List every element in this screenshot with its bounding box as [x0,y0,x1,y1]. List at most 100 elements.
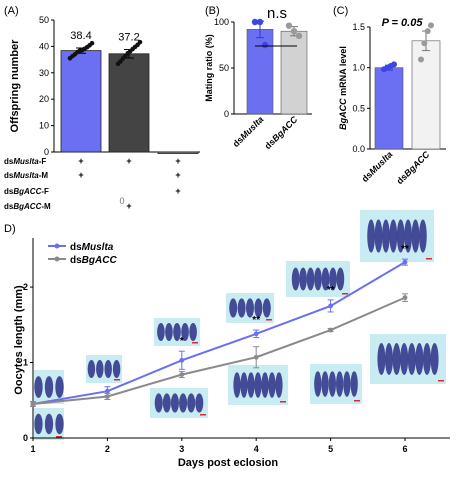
panel-c-point [391,61,397,68]
panel-a-point [89,40,95,46]
panel-a-zero-label: 0 [119,196,124,206]
panel-b-x-tick-label: dsBgACC [263,114,300,151]
oocyte-micrograph-inset [310,364,362,404]
panel-d-x-tick-label: 6 [402,444,407,454]
panel-d-point [402,295,408,301]
panel-c-point [428,22,434,29]
panel-d-y-tick-label: 2 [23,282,28,292]
panel-d-y-tick-label: 1 [23,358,28,368]
panel-b-point [261,41,269,49]
panel-b-y-tick-label: 50 [219,63,229,73]
panel-a-row-label: dsBgACC-M [4,202,51,211]
panel-label-a: (A) [4,5,19,17]
panel-a-matrix-mark: + [175,186,180,196]
panel-c-x-tick-label: dsBgACC [395,149,432,186]
panel-a-y-tick-label: 10 [39,121,49,131]
panel-a-matrix-mark: + [126,201,131,211]
panel-c-point [421,40,428,47]
panel-d-significance-star: ** [252,315,260,326]
panel-a-matrix-mark: + [78,156,83,166]
panel-d-xlabel: Days post eclosion [178,457,279,469]
panel-a-y-tick-label: 20 [39,94,49,104]
panel-a-ylabel: Offspring number [9,39,21,133]
panel-d-series-line [32,261,406,406]
panel-d-legend-marker [54,256,60,262]
panel-a-matrix-mark: + [126,156,131,166]
oocyte-micrograph-inset [154,318,200,346]
panel-label-c: (C) [333,5,348,17]
panel-a-value-label: 37.2 [118,32,139,44]
panel-c-bar [374,67,404,150]
panel-d-ylabel: Oocytes length (mm) [13,285,25,395]
oocyte-micrograph-inset [226,293,274,323]
panel-b-ylabel: Mating ratio (%) [204,34,214,102]
panel-c-y-tick-label: 0.5 [352,103,365,113]
panel-d-point [253,354,259,360]
panel-d-x-tick-label: 1 [30,444,35,454]
oocyte-micrograph-inset [286,261,350,297]
panel-a-y-tick-label: 30 [39,68,49,78]
panel-c-y-tick-label: 1.5 [352,22,365,32]
panel-b-point [290,28,298,35]
panel-d-significance-star: ** [401,244,409,255]
panel-b-y-tick-label: 0 [224,109,229,119]
panel-d-x-tick-label: 5 [328,444,333,454]
panel-c-bar [411,40,441,150]
panel-a-bar [157,151,199,154]
panel-label-b: (B) [205,5,220,17]
panel-b-point [256,18,264,26]
panel-c-ylabel: BgACC mRNA level [338,46,348,130]
panel-d-point [328,327,333,333]
panel-b-point [251,18,259,26]
panel-a-point [137,39,143,45]
panel-d-legend-marker [54,243,60,249]
panel-d-x-tick-label: 4 [254,444,259,454]
panel-a-row-label: dsMuslta-M [4,171,48,180]
panel-c-y-tick-label: 1.0 [352,63,365,73]
panel-a-matrix-mark: + [175,170,180,180]
panel-d-x-tick-label: 2 [105,444,110,454]
panel-c-point [418,56,424,63]
panel-d-legend-label: dsMuslta [70,242,114,253]
panel-a-bar [108,53,150,153]
oocyte-micrograph-inset [150,388,208,418]
oocyte-micrograph-inset [360,210,434,262]
panel-b-bar [280,30,308,115]
oocyte-micrograph-inset [34,370,64,404]
panel-d-x-tick-label: 3 [179,444,184,454]
panel-d-series-line [32,296,406,406]
panel-d-point [179,372,185,378]
panel-a-y-tick-label: 40 [39,41,49,51]
panel-b-x-tick-label: dsMuslta [231,114,266,149]
panel-b-y-tick-label: 100 [214,17,229,27]
panel-a-row-label: dsMuslta-F [4,157,46,166]
panel-b-point [285,22,293,29]
oocyte-micrograph-inset [228,365,288,405]
oocyte-micrograph-inset [86,355,122,383]
panel-a-matrix-mark: + [175,156,180,166]
panel-d-legend-label: dsBgACC [70,255,117,266]
panel-b-point [295,32,303,39]
panel-d-point [179,357,185,363]
oocyte-micrograph-inset [370,334,446,384]
panel-b-annotation: n.s [267,5,287,22]
panel-c-x-tick-label: dsMuslta [360,149,395,184]
panel-d-point [328,303,333,309]
panel-b-bar [246,29,274,115]
panel-d-significance-star: ** [327,285,335,296]
panel-c-point [424,28,431,35]
panel-a-bar [60,50,102,153]
panel-label-d: D) [4,223,16,235]
panel-a-row-label: dsBgACC-F [4,187,49,196]
panel-c-annotation: P = 0.05 [382,17,424,29]
panel-d-point [402,259,408,265]
panel-d-y-tick-label: 0 [23,433,28,443]
oocyte-micrograph-inset [34,408,64,440]
panel-a-value-label: 38.4 [70,30,91,42]
panel-a-y-tick-label: 0 [44,147,49,157]
panel-d-point [30,401,36,407]
panel-d-significance-star: * [180,336,184,347]
panel-d-point [105,388,110,394]
